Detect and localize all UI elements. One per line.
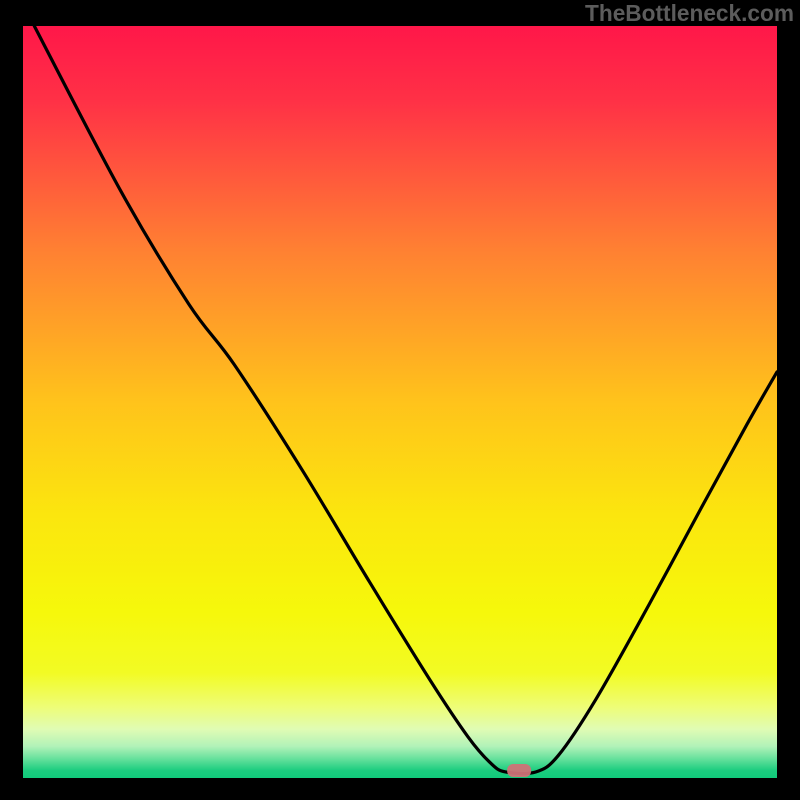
optimal-marker [507, 764, 531, 777]
plot-background [23, 26, 777, 778]
watermark-text: TheBottleneck.com [585, 0, 794, 27]
bottleneck-chart [0, 0, 800, 800]
